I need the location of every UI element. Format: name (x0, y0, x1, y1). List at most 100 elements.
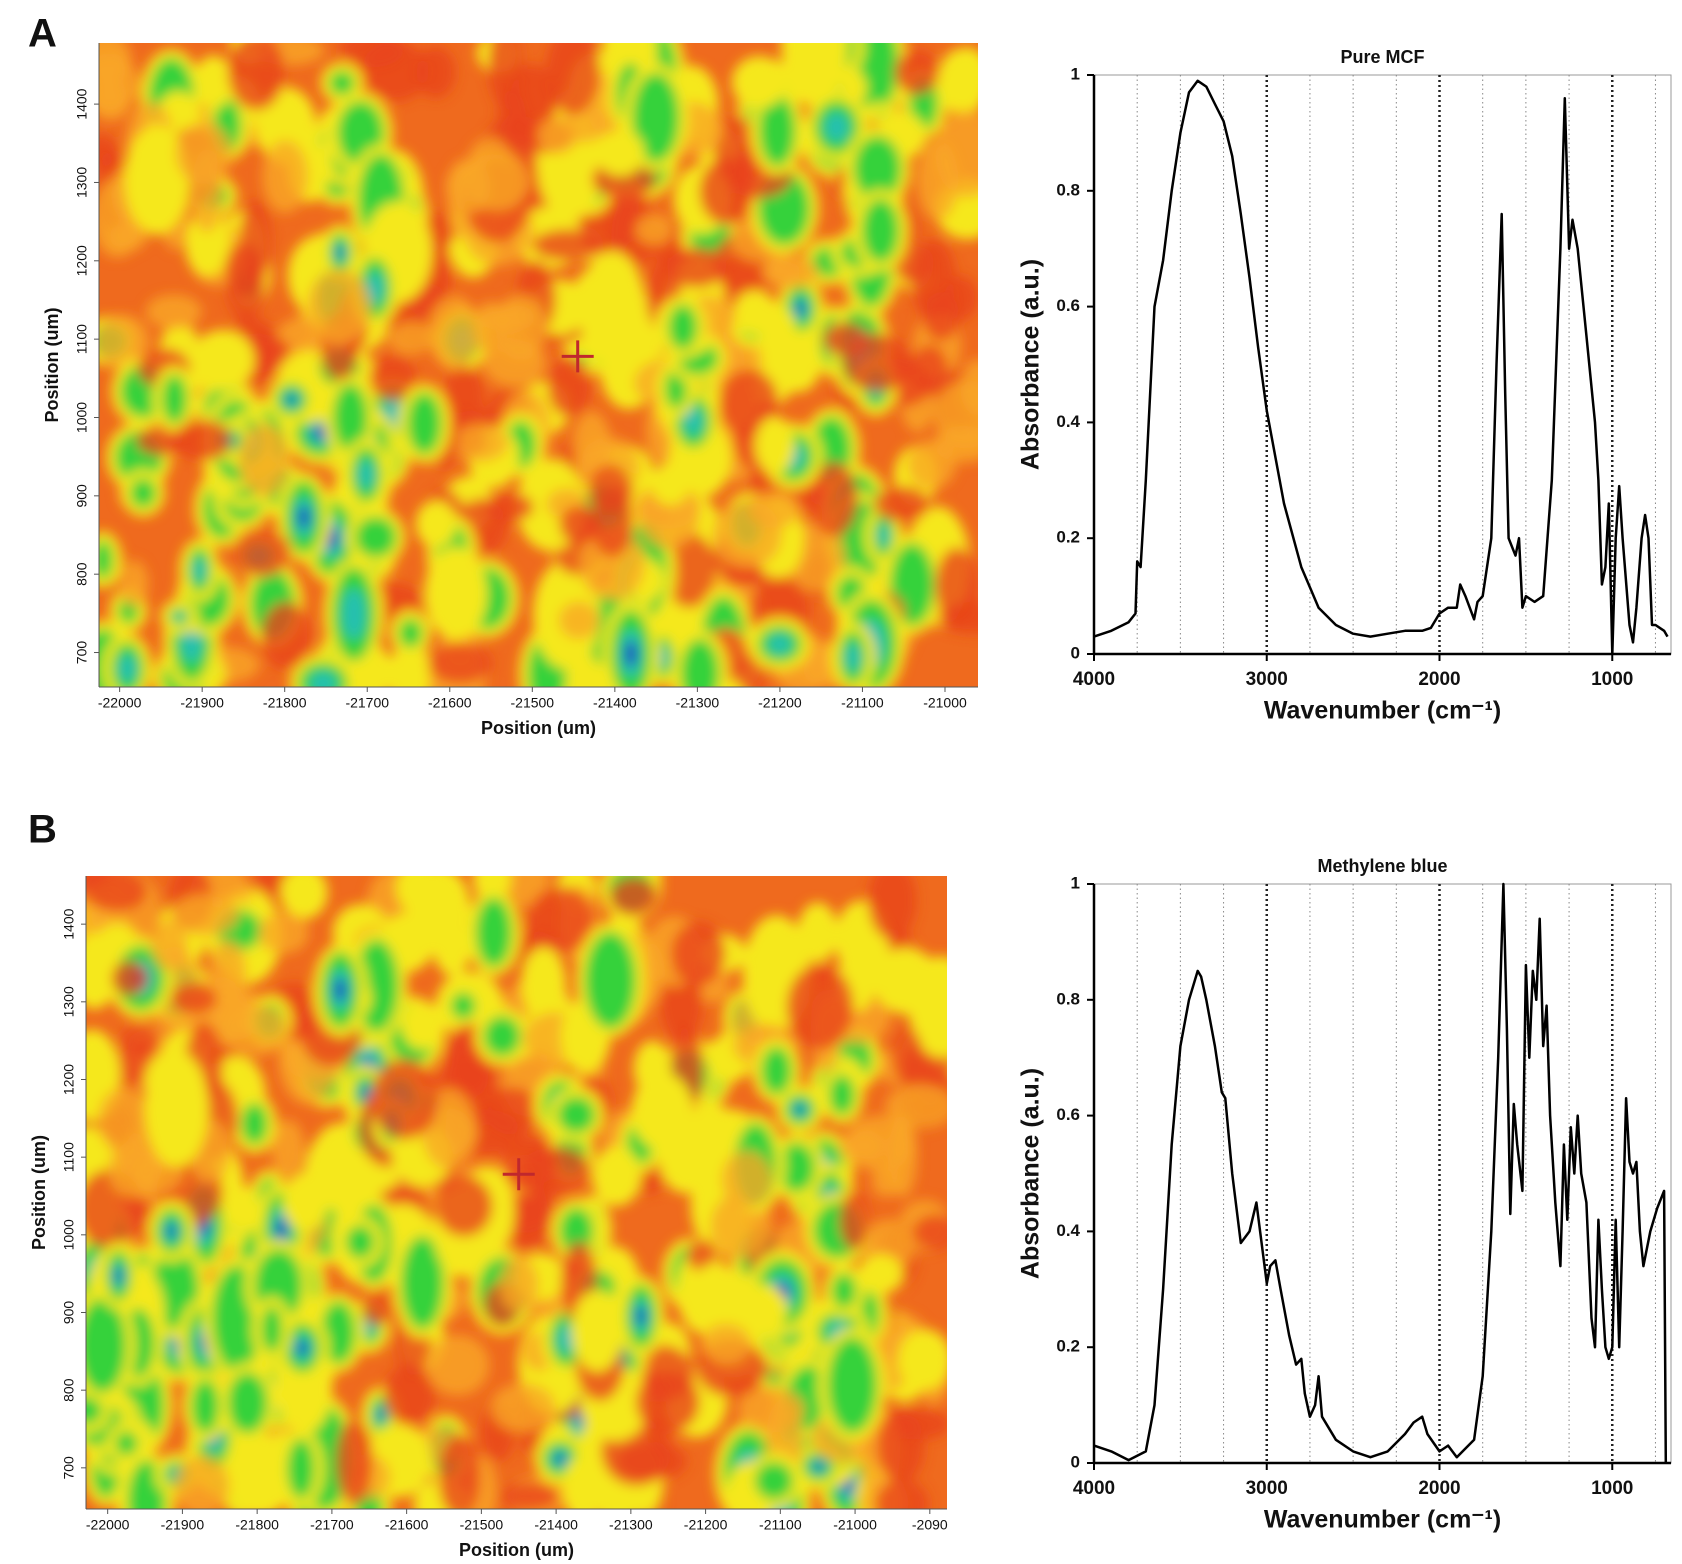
y-tick-label: 1000 (61, 1219, 77, 1250)
map-blob (173, 611, 186, 622)
map-blob (718, 368, 779, 437)
map-blob (910, 239, 956, 320)
map-blob (424, 546, 488, 641)
map-blob (857, 1253, 904, 1295)
y-tick-label: 700 (74, 641, 90, 665)
map-blob (591, 484, 634, 558)
x-tick-label: -2090 (912, 1517, 948, 1533)
map-blob (495, 294, 548, 361)
map-blob (813, 1462, 824, 1471)
map-blob (636, 1370, 700, 1434)
map-blob (885, 1084, 947, 1129)
y-axis-title: Absorbance (a.u.) (1017, 259, 1045, 470)
map-blob (842, 333, 913, 392)
map-blob (557, 1324, 576, 1354)
map-blob (686, 1239, 718, 1272)
y-tick-label: 800 (74, 562, 90, 586)
map-blob (362, 1289, 393, 1326)
y-tick-label: 1200 (61, 1064, 77, 1095)
map-blob (671, 921, 726, 986)
map-blob (86, 1395, 103, 1425)
map-blob (591, 1146, 642, 1207)
map-blob (342, 588, 366, 640)
map-blob (307, 269, 372, 345)
map-image (86, 876, 947, 1509)
x-tick-label: -21900 (161, 1517, 205, 1533)
map-blob (220, 1003, 288, 1057)
x-tick-label: -21100 (841, 695, 884, 711)
map-blob (369, 355, 417, 401)
map-blob (754, 416, 795, 475)
x-tick-label: -21500 (511, 695, 555, 711)
x-tick-label: -21300 (676, 695, 720, 711)
map-blob (897, 1328, 947, 1391)
y-tick-label: 0.2 (1056, 1337, 1080, 1356)
y-tick-label: 900 (61, 1301, 77, 1325)
map-blob (297, 1340, 308, 1356)
map-blob (894, 49, 939, 95)
map-blob (370, 1058, 439, 1140)
map-blob (937, 602, 978, 634)
map-blob (596, 129, 645, 177)
map-blob (86, 876, 148, 912)
map-blob (498, 1256, 539, 1313)
map-blob (287, 394, 297, 405)
map-blob (624, 640, 637, 667)
map-blob (615, 1442, 688, 1481)
x-tick-label: -21000 (833, 1517, 877, 1533)
map-blob (115, 1431, 138, 1456)
map-blob (262, 139, 309, 214)
y-tick-label: 1100 (74, 324, 90, 354)
map-blob (309, 671, 337, 687)
map-blob (111, 960, 148, 996)
map-blob (761, 1046, 792, 1095)
map-blob (451, 423, 508, 462)
chart-title: Pure MCF (1340, 47, 1424, 67)
map-blob (731, 56, 787, 109)
map-image (99, 43, 978, 687)
map-blob (428, 642, 493, 684)
map-blob (345, 1225, 375, 1259)
map-blob (108, 222, 148, 252)
map-blob (699, 157, 754, 225)
map-blob (916, 139, 959, 221)
map-blob (839, 1129, 885, 1163)
map-blob (377, 1409, 384, 1421)
y-axis-title: Position (um) (42, 308, 62, 423)
map-blob (435, 1175, 493, 1237)
x-tick-label: 2000 (1418, 1478, 1460, 1499)
map-blob (108, 1142, 158, 1198)
map-blob (559, 1207, 594, 1254)
map-blob (737, 1284, 788, 1335)
y-axis-title: Absorbance (a.u.) (1017, 1068, 1045, 1279)
map-blob (227, 43, 285, 111)
map-blob (271, 1119, 305, 1178)
map-blob (701, 1323, 751, 1364)
map-blob (332, 383, 369, 452)
y-tick-label: 0.8 (1056, 180, 1080, 199)
map-blob (298, 506, 310, 529)
x-axis-title: Wavenumber (cm⁻¹) (1264, 697, 1501, 725)
map-blob (166, 1224, 176, 1238)
map-blob (933, 425, 978, 463)
panel-label: A (28, 12, 57, 56)
y-tick-label: 0 (1071, 643, 1080, 662)
map-blob (547, 356, 592, 417)
map-blob (732, 290, 778, 336)
map-blob (689, 1262, 742, 1340)
map-blob (777, 1142, 816, 1192)
x-tick-label: -21400 (593, 695, 637, 711)
map-blob (171, 893, 240, 936)
map-blob (877, 1408, 925, 1484)
map-blob (276, 1217, 287, 1241)
map-blob (829, 1074, 855, 1116)
x-tick-label: 1000 (1591, 669, 1633, 690)
x-tick-label: -22000 (98, 695, 142, 711)
y-tick-label: 800 (61, 1378, 77, 1402)
map-blob (683, 406, 703, 436)
map-blob (874, 1479, 929, 1509)
map-blob (438, 1434, 481, 1509)
map-blob (261, 601, 312, 670)
map-blob (238, 423, 291, 497)
